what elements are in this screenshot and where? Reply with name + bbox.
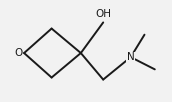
Text: O: O	[14, 48, 22, 58]
Text: N: N	[127, 52, 135, 62]
Text: OH: OH	[95, 9, 111, 19]
